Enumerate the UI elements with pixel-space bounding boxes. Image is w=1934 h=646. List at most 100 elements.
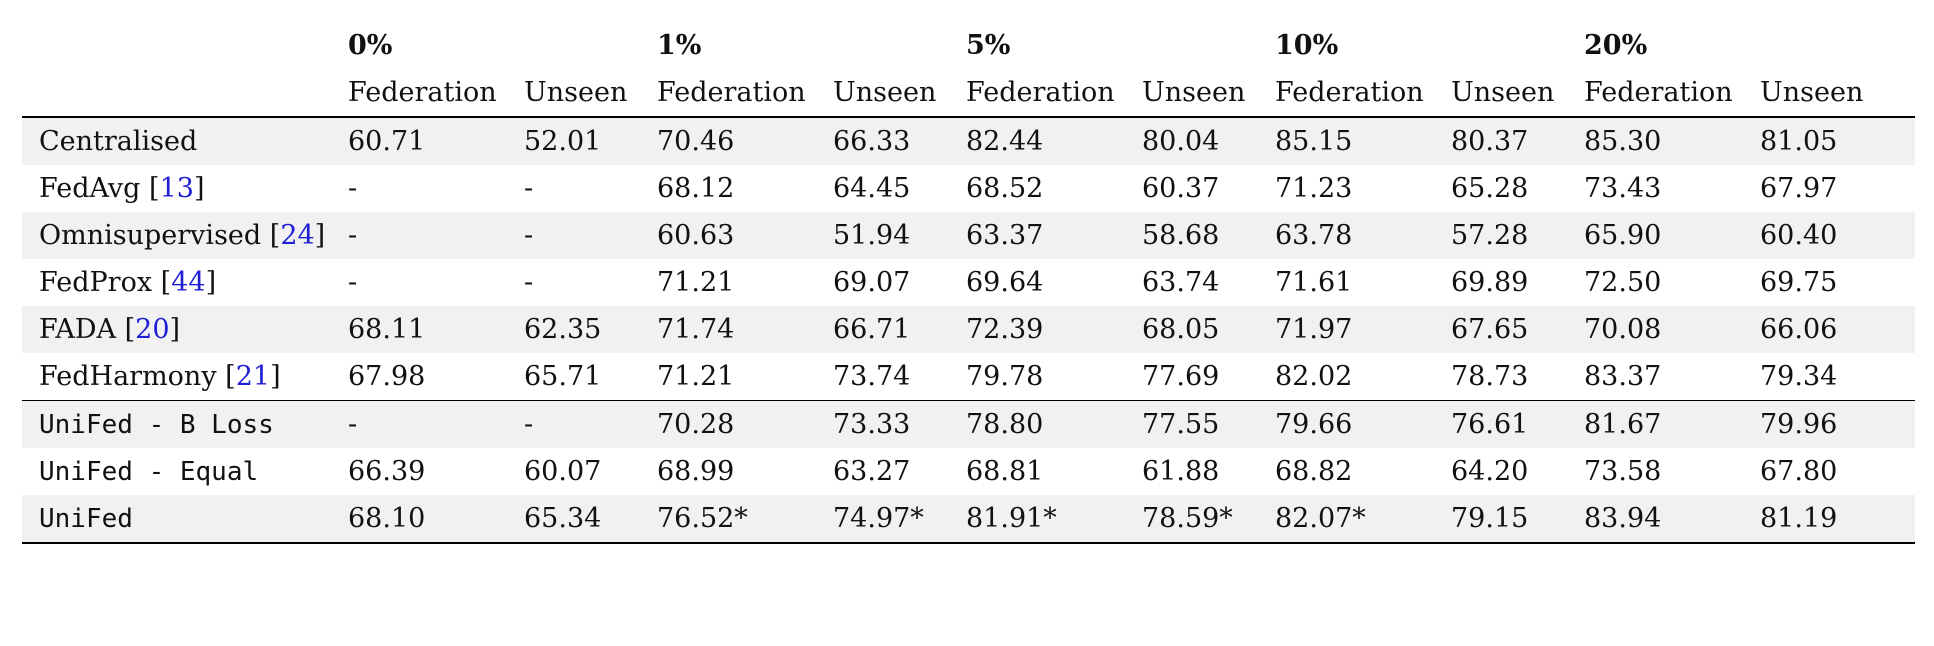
- value-cell: 68.10: [348, 495, 524, 544]
- header-group-1: 1%: [657, 30, 702, 61]
- citation-link[interactable]: 13: [159, 173, 194, 204]
- header-sub: Unseen: [1142, 77, 1246, 108]
- value-cell: 73.33: [833, 400, 966, 448]
- method-name: UniFed: [22, 495, 348, 544]
- method-name: FADA [20]: [22, 306, 348, 353]
- value-cell: 82.44: [966, 116, 1142, 165]
- header-sub: Unseen: [833, 77, 937, 108]
- value-cell: 78.59*: [1142, 495, 1275, 544]
- citation-link[interactable]: 44: [171, 267, 206, 298]
- value-cell: 65.34: [524, 495, 657, 544]
- value-cell: 60.37: [1142, 173, 1220, 204]
- value-cell: 66.39: [348, 456, 426, 487]
- header-corner: [22, 22, 348, 69]
- value-cell: -: [524, 173, 534, 204]
- value-cell: 66.33: [833, 116, 966, 165]
- value-cell: 70.28: [657, 400, 833, 448]
- value-cell: 71.74: [657, 306, 833, 353]
- method-label: FedHarmony: [39, 361, 217, 392]
- value-cell: 77.69: [1142, 361, 1220, 392]
- method-name: Centralised: [22, 116, 348, 165]
- value-cell: 79.66: [1275, 400, 1451, 448]
- header-row-percent: 0% 1% 5% 10% 20%: [22, 22, 1915, 69]
- value-cell: 60.63: [657, 212, 833, 259]
- value-cell: 67.80: [1760, 456, 1838, 487]
- citation-link[interactable]: 20: [135, 314, 170, 345]
- value-cell: -: [524, 212, 657, 259]
- value-cell: 79.78: [966, 361, 1044, 392]
- value-cell: 69.75: [1760, 267, 1838, 298]
- header-sub: Federation: [1584, 77, 1733, 108]
- value-cell: 71.97: [1275, 306, 1451, 353]
- method-label: FedProx: [39, 267, 153, 298]
- header-group-20: 20%: [1584, 30, 1648, 61]
- method-label: Omnisupervised: [39, 220, 262, 251]
- header-row-split: Federation Unseen Federation Unseen Fede…: [22, 69, 1915, 117]
- value-cell: 73.43: [1584, 173, 1662, 204]
- table-row: FedHarmony [21] 67.98 65.71 71.21 73.74 79.78…: [22, 353, 1915, 401]
- value-cell: 61.88: [1142, 456, 1220, 487]
- value-cell: 66.06: [1760, 306, 1915, 353]
- method-label: UniFed: [39, 503, 133, 534]
- method-name: UniFed - B Loss: [22, 400, 348, 448]
- table-row: UniFed - Equal 66.39 60.07 68.99 63.27 68.81 6…: [22, 448, 1915, 495]
- value-cell: 66.71: [833, 306, 966, 353]
- table-row: FedAvg [13] - - 68.12 64.45 68.52 60.37 71.23 65…: [22, 165, 1915, 212]
- method-label: FADA: [39, 314, 117, 345]
- value-cell: 70.08: [1584, 306, 1760, 353]
- value-cell: 73.58: [1584, 456, 1662, 487]
- header-sub: Unseen: [1760, 77, 1864, 108]
- value-cell: -: [348, 173, 358, 204]
- value-cell: 58.68: [1142, 212, 1275, 259]
- header-group-10: 10%: [1275, 30, 1339, 61]
- value-cell: 78.80: [966, 400, 1142, 448]
- value-cell: 65.90: [1584, 212, 1760, 259]
- value-cell: 71.61: [1275, 267, 1353, 298]
- value-cell: 60.40: [1760, 212, 1915, 259]
- value-cell: 60.71: [348, 116, 524, 165]
- value-cell: 68.99: [657, 456, 735, 487]
- header-sub: Federation: [657, 77, 806, 108]
- value-cell: 68.12: [657, 173, 735, 204]
- value-cell: 68.81: [966, 456, 1044, 487]
- value-cell: 85.15: [1275, 116, 1451, 165]
- results-table: 0% 1% 5% 10% 20% Federation Unseen Feder…: [22, 22, 1915, 544]
- method-name: FedHarmony [21]: [39, 361, 281, 392]
- value-cell: 79.96: [1760, 400, 1915, 448]
- value-cell: 72.39: [966, 306, 1142, 353]
- header-sub: Federation: [1275, 77, 1424, 108]
- value-cell: 63.37: [966, 212, 1142, 259]
- citation-link[interactable]: 21: [235, 361, 271, 392]
- value-cell: 67.97: [1760, 173, 1838, 204]
- value-cell: 83.37: [1584, 361, 1662, 392]
- value-cell: 67.98: [348, 361, 426, 392]
- value-cell: 60.07: [524, 456, 602, 487]
- value-cell: 52.01: [524, 116, 657, 165]
- value-cell: 79.15: [1451, 495, 1584, 544]
- citation-link[interactable]: 24: [280, 220, 315, 251]
- table-row: FedProx [44] - - 71.21 69.07 69.64 63.74 71.61 6…: [22, 259, 1915, 306]
- value-cell: 71.21: [657, 361, 735, 392]
- method-name: Omnisupervised [24]: [22, 212, 348, 259]
- value-cell: 69.64: [966, 267, 1044, 298]
- value-cell: 63.27: [833, 456, 911, 487]
- header-group-0: 0%: [348, 30, 393, 61]
- header-sub: Federation: [966, 77, 1115, 108]
- value-cell: 69.07: [833, 267, 911, 298]
- value-cell: 71.23: [1275, 173, 1353, 204]
- method-name: FedProx [44]: [39, 267, 217, 298]
- value-cell: 67.65: [1451, 306, 1584, 353]
- method-label: UniFed - B Loss: [39, 409, 274, 440]
- value-cell: 78.73: [1451, 361, 1529, 392]
- value-cell: 63.74: [1142, 267, 1220, 298]
- value-cell: 82.02: [1275, 361, 1353, 392]
- value-cell: -: [348, 400, 524, 448]
- value-cell: 69.89: [1451, 267, 1529, 298]
- value-cell: -: [524, 267, 534, 298]
- value-cell: 51.94: [833, 212, 966, 259]
- value-cell: 65.28: [1451, 173, 1529, 204]
- value-cell: 72.50: [1584, 267, 1662, 298]
- value-cell: 81.05: [1760, 116, 1915, 165]
- value-cell: 82.07*: [1275, 495, 1451, 544]
- value-cell: 85.30: [1584, 116, 1760, 165]
